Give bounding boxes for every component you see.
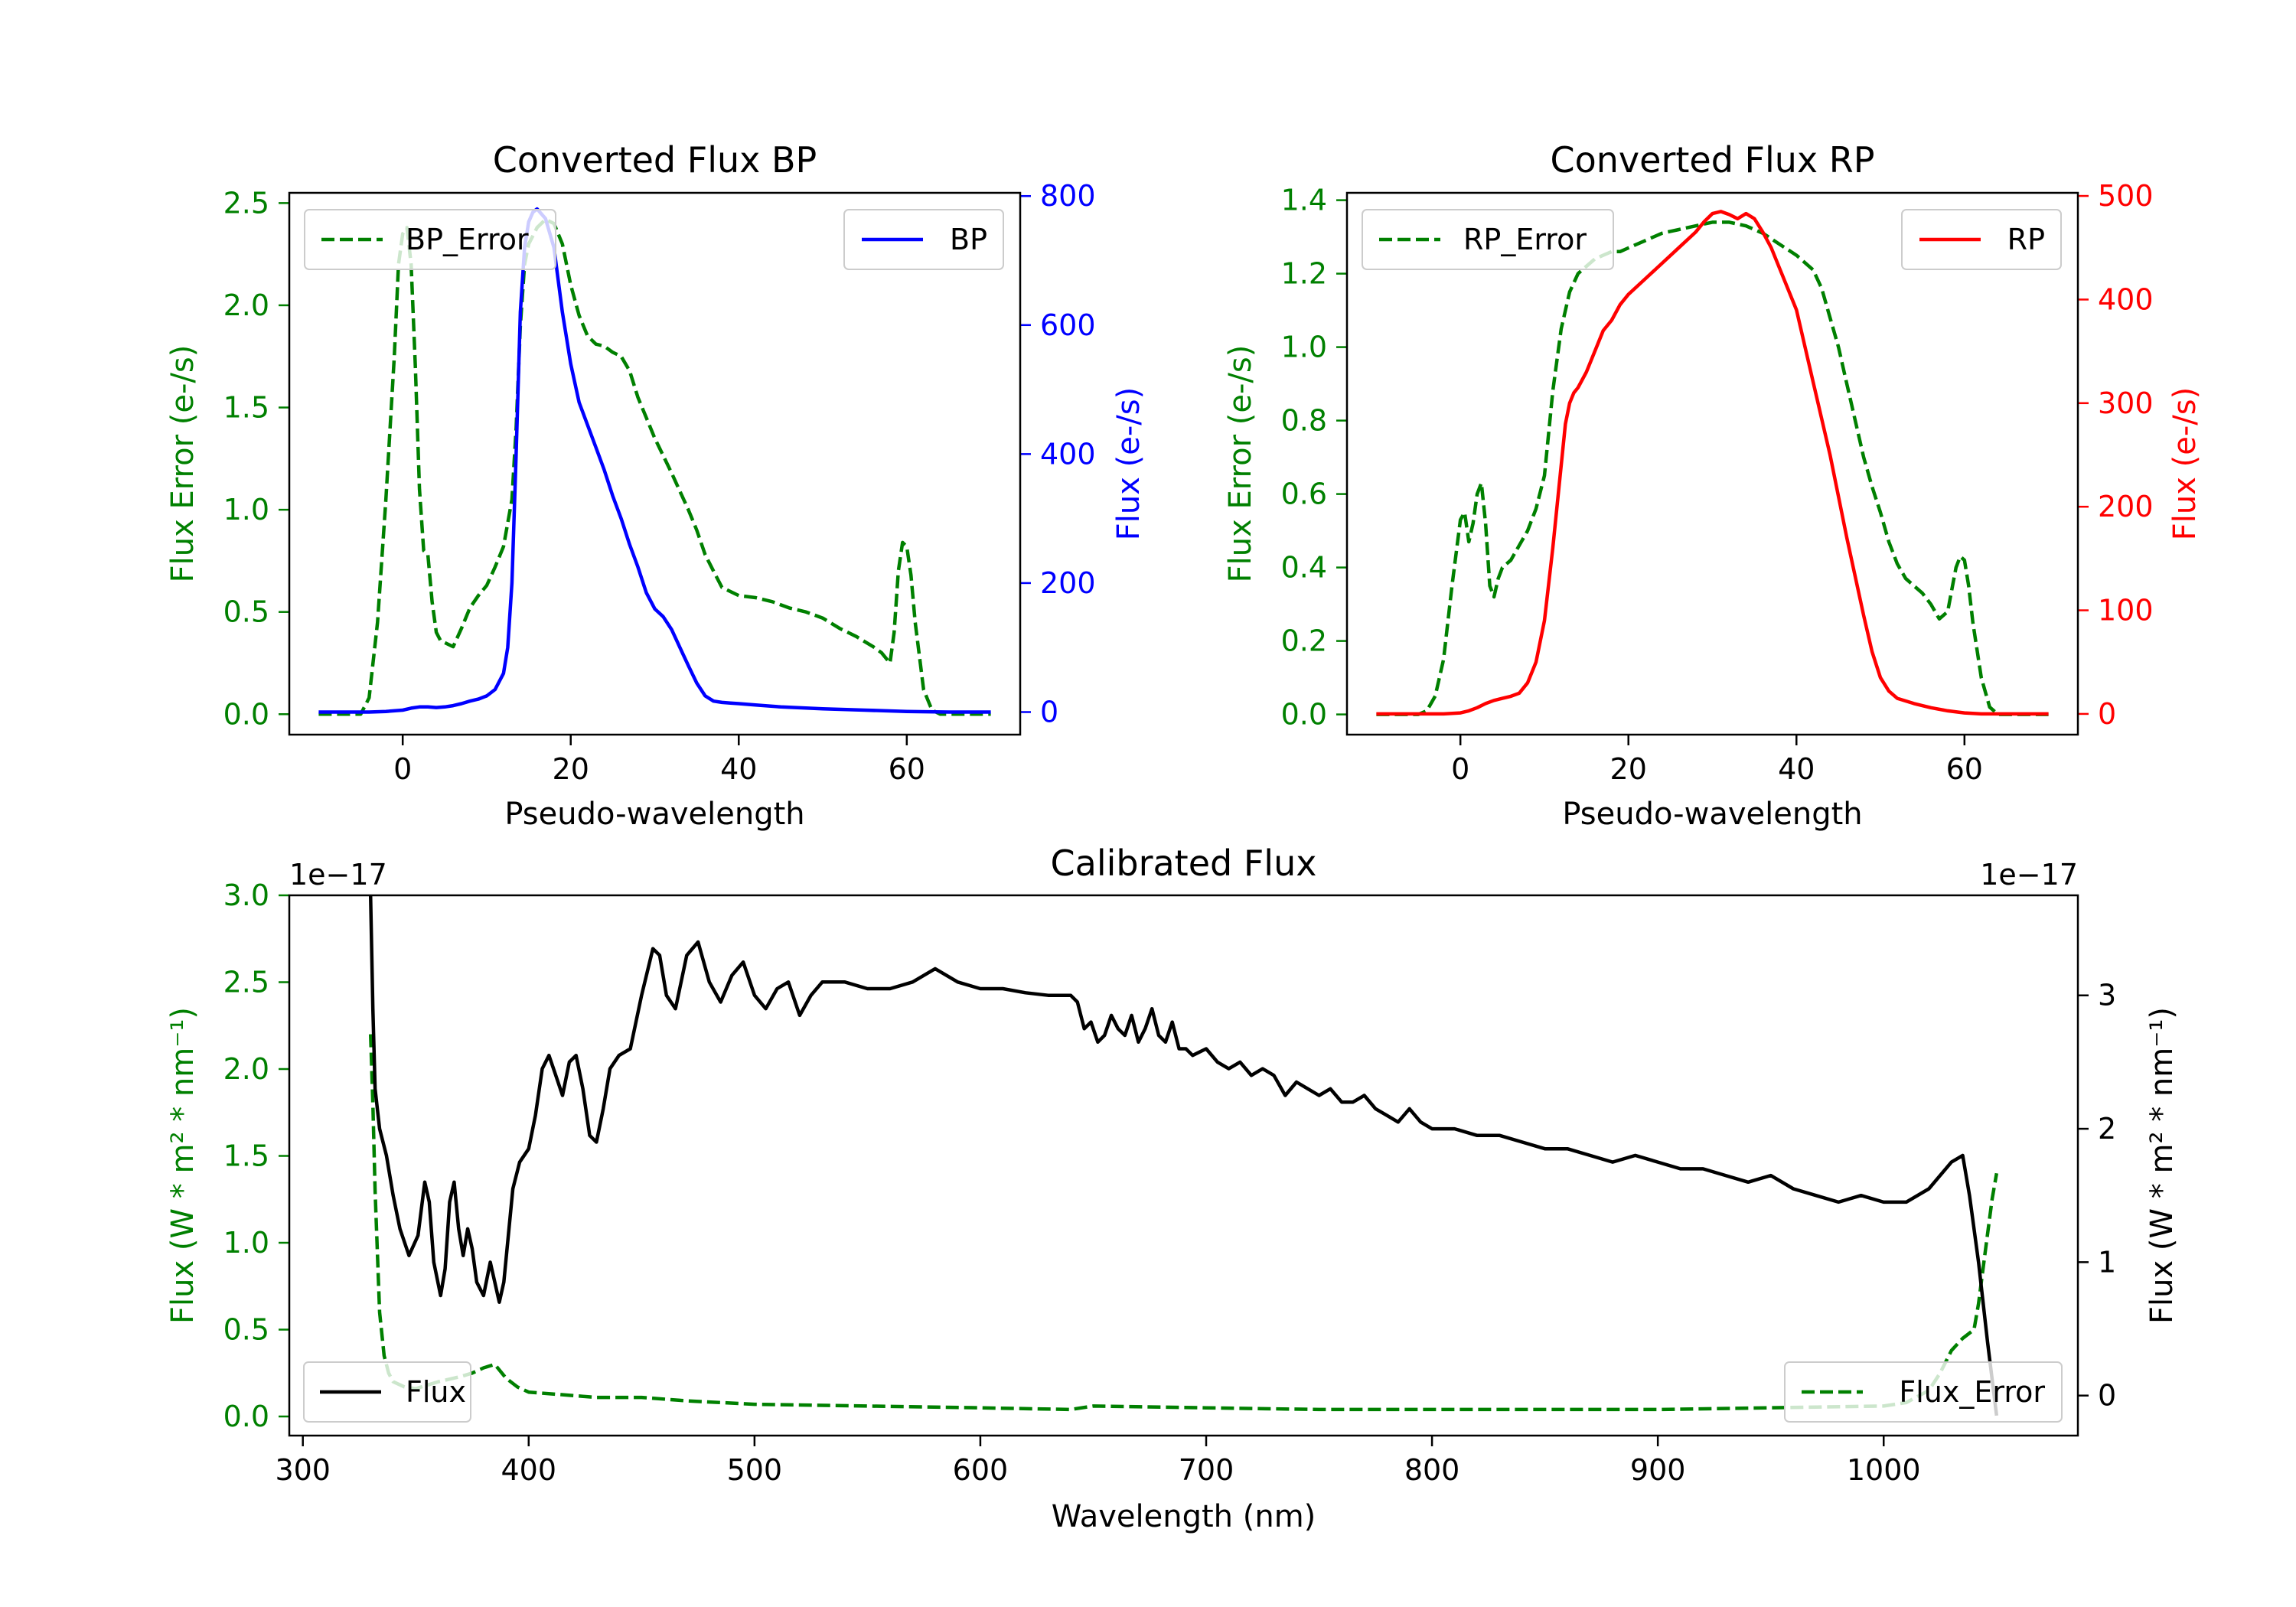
panel-rp: Converted Flux RP Pseudo-wavelength Flux…: [1223, 139, 2203, 832]
legend-box: [304, 209, 556, 270]
y-tick-label-left: 2.0: [223, 288, 269, 322]
y-tick-label-right: 100: [2098, 594, 2154, 627]
legend-box: [1362, 209, 1614, 270]
x-axis-label: Pseudo-wavelength: [504, 797, 804, 832]
panel-bp: Converted Flux BP Pseudo-wavelength Flux…: [165, 139, 1146, 832]
series-line-bp-error: [318, 217, 991, 716]
legend-left: BP_Error: [304, 209, 556, 270]
y-tick-label-left: 1.5: [223, 1139, 269, 1173]
y-tick-label-left: 1.5: [223, 391, 269, 425]
y-tick-label-right: 200: [2098, 490, 2154, 523]
x-tick-label: 60: [1946, 752, 1983, 786]
y-tick-label-right: 0: [2098, 697, 2116, 731]
series-line-flux-error: [368, 1034, 1999, 1412]
y-tick-label-left: 0.5: [223, 1313, 269, 1347]
x-tick-label: 40: [720, 752, 757, 786]
offset-label-right: 1e−17: [1980, 858, 2078, 892]
y-tick-label-right: 600: [1040, 308, 1096, 342]
legend-label-bp-error: BP_Error: [406, 223, 529, 256]
y-axis-label-right: Flux (e-/s): [2167, 387, 2203, 540]
x-axis-label: Pseudo-wavelength: [1562, 797, 1862, 832]
legend-left: Flux_Error: [1784, 1361, 2063, 1423]
chart-title: Converted Flux RP: [1551, 139, 1875, 181]
legend-box: [1901, 209, 2062, 270]
y-tick-label-left: 1.4: [1281, 184, 1327, 217]
y-tick-label-right: 2: [2098, 1112, 2116, 1146]
x-tick-label: 400: [501, 1453, 557, 1487]
y-tick-label-right: 3: [2098, 979, 2116, 1012]
y-tick-label-left: 0.4: [1281, 551, 1327, 585]
legend-left: RP_Error: [1362, 209, 1614, 270]
legend-right: RP: [1901, 209, 2062, 270]
y-tick-label-right: 0: [1040, 696, 1058, 729]
legend-right: Flux: [303, 1361, 471, 1423]
y-tick-label-right: 400: [1040, 437, 1096, 471]
x-tick-label: 500: [727, 1453, 783, 1487]
y-tick-label-right: 0: [2098, 1379, 2116, 1413]
legend-box: [1784, 1361, 2063, 1423]
y-axis-label-right: Flux (W * m² * nm⁻¹): [2144, 1007, 2180, 1324]
series-line-bp: [318, 207, 991, 714]
series-line-flux: [368, 895, 1999, 1416]
y-axis-label-left: Flux Error (e-/s): [1223, 345, 1258, 583]
y-tick-label-right: 500: [2098, 179, 2154, 213]
x-tick-label: 300: [275, 1453, 331, 1487]
plot-frame: [1345, 191, 2079, 736]
y-axis-label-right: Flux (e-/s): [1111, 387, 1146, 540]
x-tick-label: 0: [393, 752, 412, 786]
y-tick-label-left: 1.0: [1281, 331, 1327, 364]
y-tick-label-left: 0.2: [1281, 624, 1327, 658]
y-tick-label-right: 200: [1040, 566, 1096, 600]
offset-label-left: 1e−17: [289, 858, 387, 892]
x-tick-label: 600: [953, 1453, 1009, 1487]
series-line-rp: [1376, 210, 2049, 716]
y-axis-label-left: Flux Error (e-/s): [165, 345, 201, 583]
x-tick-label: 20: [1610, 752, 1647, 786]
x-tick-label: 0: [1451, 752, 1469, 786]
y-tick-label-left: 3.0: [223, 878, 269, 912]
y-tick-label-right: 300: [2098, 386, 2154, 420]
x-tick-label: 800: [1404, 1453, 1460, 1487]
x-tick-label: 900: [1630, 1453, 1686, 1487]
series-line-rp-error: [1376, 220, 2049, 716]
legend-label-flux: Flux: [406, 1375, 466, 1409]
y-tick-label-left: 1.2: [1281, 257, 1327, 291]
y-tick-label-left: 2.5: [223, 186, 269, 220]
x-axis-label: Wavelength (nm): [1052, 1499, 1316, 1534]
y-tick-label-left: 2.0: [223, 1052, 269, 1086]
y-tick-label-right: 800: [1040, 179, 1096, 213]
y-tick-label-left: 0.8: [1281, 404, 1327, 438]
legend-box: [303, 1361, 471, 1423]
legend-label-rp: RP: [2007, 223, 2045, 256]
x-tick-label: 20: [553, 752, 589, 786]
chart-title: Calibrated Flux: [1051, 843, 1317, 884]
y-tick-label-left: 1.0: [223, 1226, 269, 1260]
y-tick-label-right: 1: [2098, 1245, 2116, 1279]
y-tick-label-left: 0.5: [223, 595, 269, 629]
chart-title: Converted Flux BP: [493, 139, 817, 181]
y-tick-label-left: 1.0: [223, 493, 269, 526]
y-tick-label-left: 0.6: [1281, 478, 1327, 511]
y-tick-label-left: 0.0: [223, 697, 269, 731]
legend-label-rp-error: RP_Error: [1463, 223, 1587, 256]
plot-frame: [288, 894, 2079, 1437]
plot-frame: [288, 191, 1022, 736]
legend-label-flux-error: Flux_Error: [1899, 1375, 2045, 1409]
legend-box: [843, 209, 1004, 270]
x-tick-label: 1000: [1847, 1453, 1921, 1487]
x-tick-label: 40: [1778, 752, 1815, 786]
legend-label-bp: BP: [950, 223, 987, 256]
y-tick-label-left: 2.5: [223, 966, 269, 999]
legend-right: BP: [843, 209, 1004, 270]
x-tick-label: 700: [1179, 1453, 1234, 1487]
x-tick-label: 60: [889, 752, 925, 786]
y-axis-label-left: Flux (W * m² * nm⁻¹): [165, 1007, 201, 1324]
y-tick-label-left: 0.0: [223, 1400, 269, 1433]
y-tick-label-right: 400: [2098, 282, 2154, 316]
panel-calibrated: Calibrated Flux Wavelength (nm) Flux (W …: [165, 843, 2180, 1534]
y-tick-label-left: 0.0: [1281, 698, 1327, 732]
